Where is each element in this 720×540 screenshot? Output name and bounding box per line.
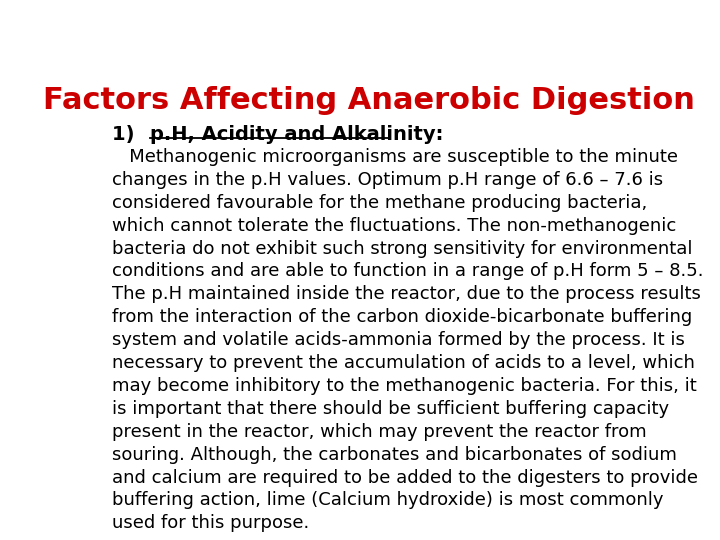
Text: p.H, Acidity and Alkalinity:: p.H, Acidity and Alkalinity: [150, 125, 444, 144]
Text: 1): 1) [112, 125, 155, 144]
Text: Methanogenic microorganisms are susceptible to the minute
changes in the p.H val: Methanogenic microorganisms are suscepti… [112, 148, 704, 532]
Text: Factors Affecting Anaerobic Digestion: Factors Affecting Anaerobic Digestion [43, 85, 695, 114]
